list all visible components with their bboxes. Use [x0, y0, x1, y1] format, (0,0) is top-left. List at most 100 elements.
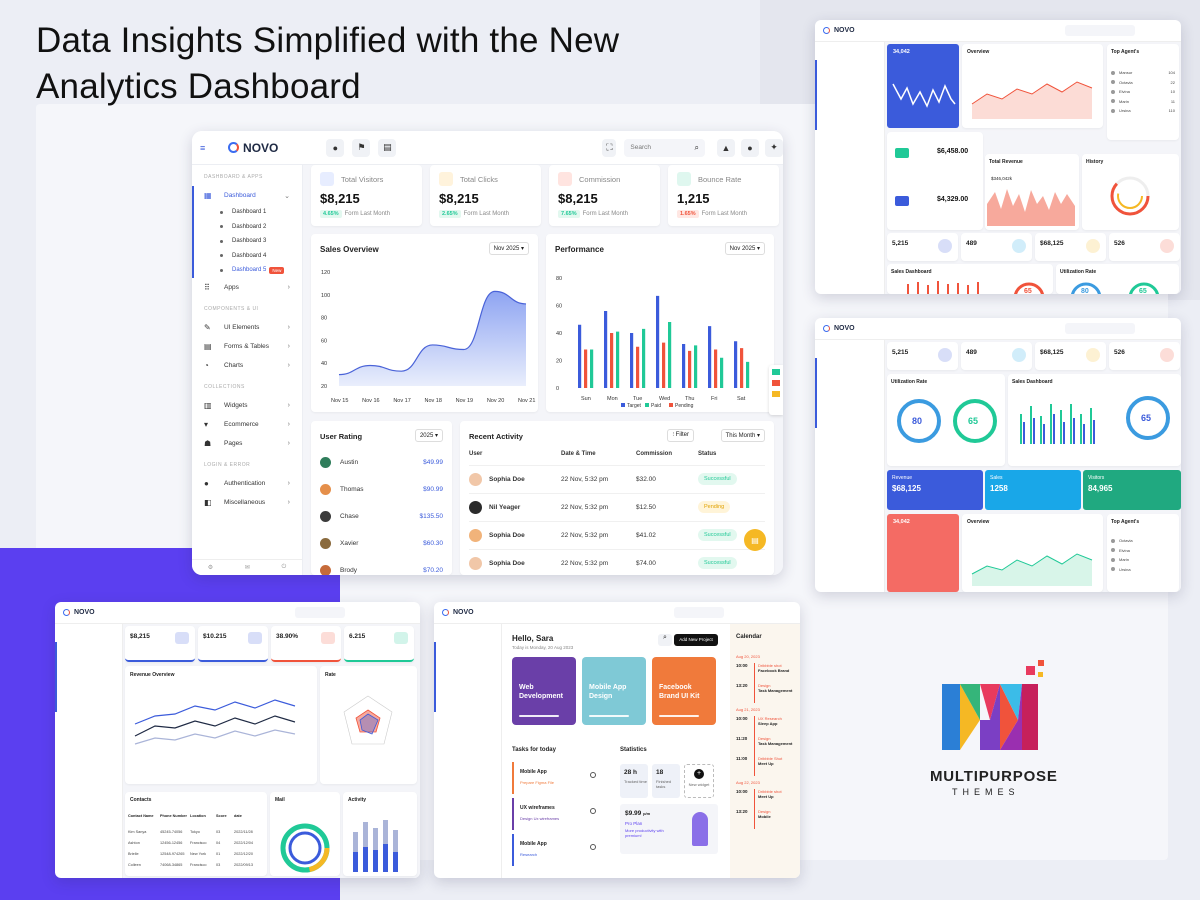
project-title: Mobile App Design — [589, 684, 627, 700]
calendar-event[interactable]: 13:20 Design Mobile — [736, 809, 796, 829]
sidebar-item-miscellaneous[interactable]: ◧ Miscellaneous › — [192, 493, 302, 512]
agent-row[interactable]: Elvina — [1111, 546, 1175, 556]
period-dropdown[interactable]: This Month ▾ — [720, 429, 765, 442]
calendar-event[interactable]: 11:00 Dribbble Shot Meet Up — [736, 756, 796, 776]
rating-row[interactable]: Chase $135.50 — [320, 503, 443, 530]
overview-card: Overview — [962, 514, 1103, 592]
clipboard-icon[interactable]: ▤ — [378, 138, 397, 157]
year-dropdown[interactable]: 2025 ▾ — [414, 429, 443, 442]
card-tool-icon[interactable] — [772, 391, 780, 397]
project-card[interactable]: Web Development — [512, 657, 576, 725]
y-tick-label: 60 — [556, 304, 562, 310]
task-checkbox[interactable] — [590, 844, 596, 850]
period-dropdown[interactable]: Nov 2025 ▾ — [724, 242, 765, 255]
agent-row[interactable]: Ursina — [1111, 565, 1175, 575]
flag-icon[interactable]: ⚑ — [352, 138, 371, 157]
agent-row[interactable]: Octavia 22 — [1111, 78, 1175, 88]
table-row[interactable]: Sophia Doe 22 Nov, 5:32 pm $32.00 Successfu… — [469, 465, 765, 493]
project-card[interactable]: Facebook Brand UI Kit — [652, 657, 716, 725]
task-item[interactable]: UX wireframes Design Ux wireframes — [512, 798, 600, 830]
rating-row[interactable]: Austin $49.99 — [320, 449, 443, 476]
menu-toggle-icon[interactable]: ≡ — [200, 142, 206, 153]
rating-row[interactable]: Xavier $60.30 — [320, 530, 443, 557]
sidebar-item-apps[interactable]: ⠿ Apps › — [192, 278, 302, 297]
search-input[interactable] — [294, 607, 345, 618]
agent-row[interactable]: Octavia — [1111, 536, 1175, 546]
table-row[interactable]: Nil Yeager 22 Nov, 5:32 pm $12.50 Pending — [469, 493, 765, 521]
fullscreen-icon[interactable]: ⛶ — [602, 138, 617, 157]
sidebar-item-charts[interactable]: ◔ Charts › — [192, 356, 302, 375]
logo[interactable]: NOVO — [228, 141, 278, 155]
logo[interactable]: NOVO — [823, 325, 855, 332]
table-row[interactable]: Kim Sanya 45245-74056 Tokyo 03 2022/11/28 — [128, 826, 264, 837]
agent-row[interactable]: Mansur 104 — [1111, 68, 1175, 78]
gauge-value: 65 — [1141, 413, 1151, 423]
project-card[interactable]: Mobile App Design — [582, 657, 646, 725]
add-project-button[interactable]: Add New Project — [674, 634, 718, 646]
gear-icon[interactable]: ⚙ — [207, 565, 214, 571]
sidebar-item-forms-tables[interactable]: ▤ Forms & Tables › — [192, 337, 302, 356]
chat-icon[interactable]: ● — [326, 138, 345, 157]
rating-row[interactable]: Brody $70.20 — [320, 557, 443, 575]
image-tool-icon[interactable] — [772, 380, 780, 386]
logo[interactable]: NOVO — [63, 609, 95, 616]
search-input[interactable]: Search ⌕ — [624, 138, 705, 157]
filter-button[interactable]: ⫶ Filter — [667, 429, 694, 442]
agent-row[interactable]: Elvina 10 — [1111, 87, 1175, 97]
search-input[interactable] — [1064, 25, 1135, 36]
mail-icon[interactable]: ✉ — [244, 565, 250, 571]
table-row[interactable]: Colleen 74068-34865 Francisco 03 2022/09/13 — [128, 859, 264, 870]
task-item[interactable]: Mobile App Research — [512, 834, 600, 866]
agent-row[interactable]: Marin — [1111, 555, 1175, 565]
sidebar-item-authentication[interactable]: ● Authentication › — [192, 474, 302, 493]
table-row[interactable]: Sophia Doe 22 Nov, 5:32 pm $74.00 Successfu… — [469, 549, 765, 575]
task-checkbox[interactable] — [590, 808, 596, 814]
sidebar-item-ui-elements[interactable]: ✎ UI Elements › — [192, 318, 302, 337]
search-input[interactable] — [673, 607, 724, 618]
new-widget-tile[interactable]: + New widget — [684, 764, 714, 798]
main-content: Total Visitors $8,215 4.65% Form Last Month… — [303, 165, 783, 575]
agent-row[interactable]: Marin 11 — [1111, 97, 1175, 107]
sidebar-subitem[interactable]: Dashboard 4 — [194, 249, 302, 264]
sidebar-item-dashboard[interactable]: ▦ Dashboard ⌄ — [192, 186, 302, 205]
user-icon[interactable]: ● — [741, 138, 759, 157]
period-dropdown[interactable]: Nov 2025 ▾ — [488, 242, 529, 255]
calendar-event[interactable]: 11:20 Design Task Management — [736, 736, 796, 756]
chat-fab[interactable]: ▤ — [744, 529, 766, 551]
project-progress — [589, 715, 629, 717]
table-row[interactable]: Ashton 12456-12456 Francisco 04 2022/12/04 — [128, 837, 264, 848]
table-header: Score — [216, 814, 227, 818]
sidebar-item-ecommerce[interactable]: ▾ Ecommerce › — [192, 415, 302, 434]
money-tool-icon[interactable] — [772, 369, 780, 375]
calendar-event[interactable]: 10:00 UX Research Sleep App — [736, 716, 796, 736]
agent-name: Octavia — [1119, 538, 1133, 544]
sidebar-item-pages[interactable]: ☗ Pages › — [192, 434, 302, 453]
notification-bell-icon[interactable]: ▲ — [717, 138, 735, 157]
search-icon[interactable]: ⌕ — [658, 634, 672, 646]
logo[interactable]: NOVO — [442, 609, 474, 616]
sidebar-subitem[interactable]: Dashboard 1 — [194, 205, 302, 220]
revenue-overview-title: Revenue Overview — [130, 672, 175, 678]
table-row[interactable]: Sophia Doe 22 Nov, 5:32 pm $41.02 Successfu… — [469, 521, 765, 549]
task-checkbox[interactable] — [590, 772, 596, 778]
calendar-event[interactable]: 13:20 Design Task Management — [736, 683, 796, 703]
sidebar-subitem[interactable]: Dashboard 3 — [194, 234, 302, 249]
search-input[interactable] — [1064, 323, 1135, 334]
settings-icon[interactable]: ✦ — [765, 138, 783, 157]
calendar-event[interactable]: 10:00 Dribbble shot Facebook Brand — [736, 663, 796, 683]
power-icon[interactable]: ⏻ — [281, 564, 287, 570]
avatar — [469, 529, 482, 542]
rating-row[interactable]: Thomas $90.99 — [320, 476, 443, 503]
task-item[interactable]: Mobile App Prepare Figma File — [512, 762, 600, 794]
agent-row[interactable]: Ursina 110 — [1111, 106, 1175, 116]
calendar-event[interactable]: 10:00 Dribbble shot Meet Up — [736, 789, 796, 809]
chevron-right-icon: › — [287, 283, 290, 291]
logo[interactable]: NOVO — [823, 27, 855, 34]
event-title: Design — [758, 736, 771, 741]
sidebar-subitem[interactable]: Dashboard 5 New — [194, 263, 302, 278]
sidebar-item-widgets[interactable]: ▥ Widgets › — [192, 396, 302, 415]
sidebar-subitem[interactable]: Dashboard 2 — [194, 220, 302, 235]
table-row[interactable]: Brielle 12548-974265 New York 01 2022/12/20 — [128, 848, 264, 859]
mini-stat-card: $10.215 — [198, 626, 268, 662]
chevron-right-icon: › — [287, 361, 290, 369]
